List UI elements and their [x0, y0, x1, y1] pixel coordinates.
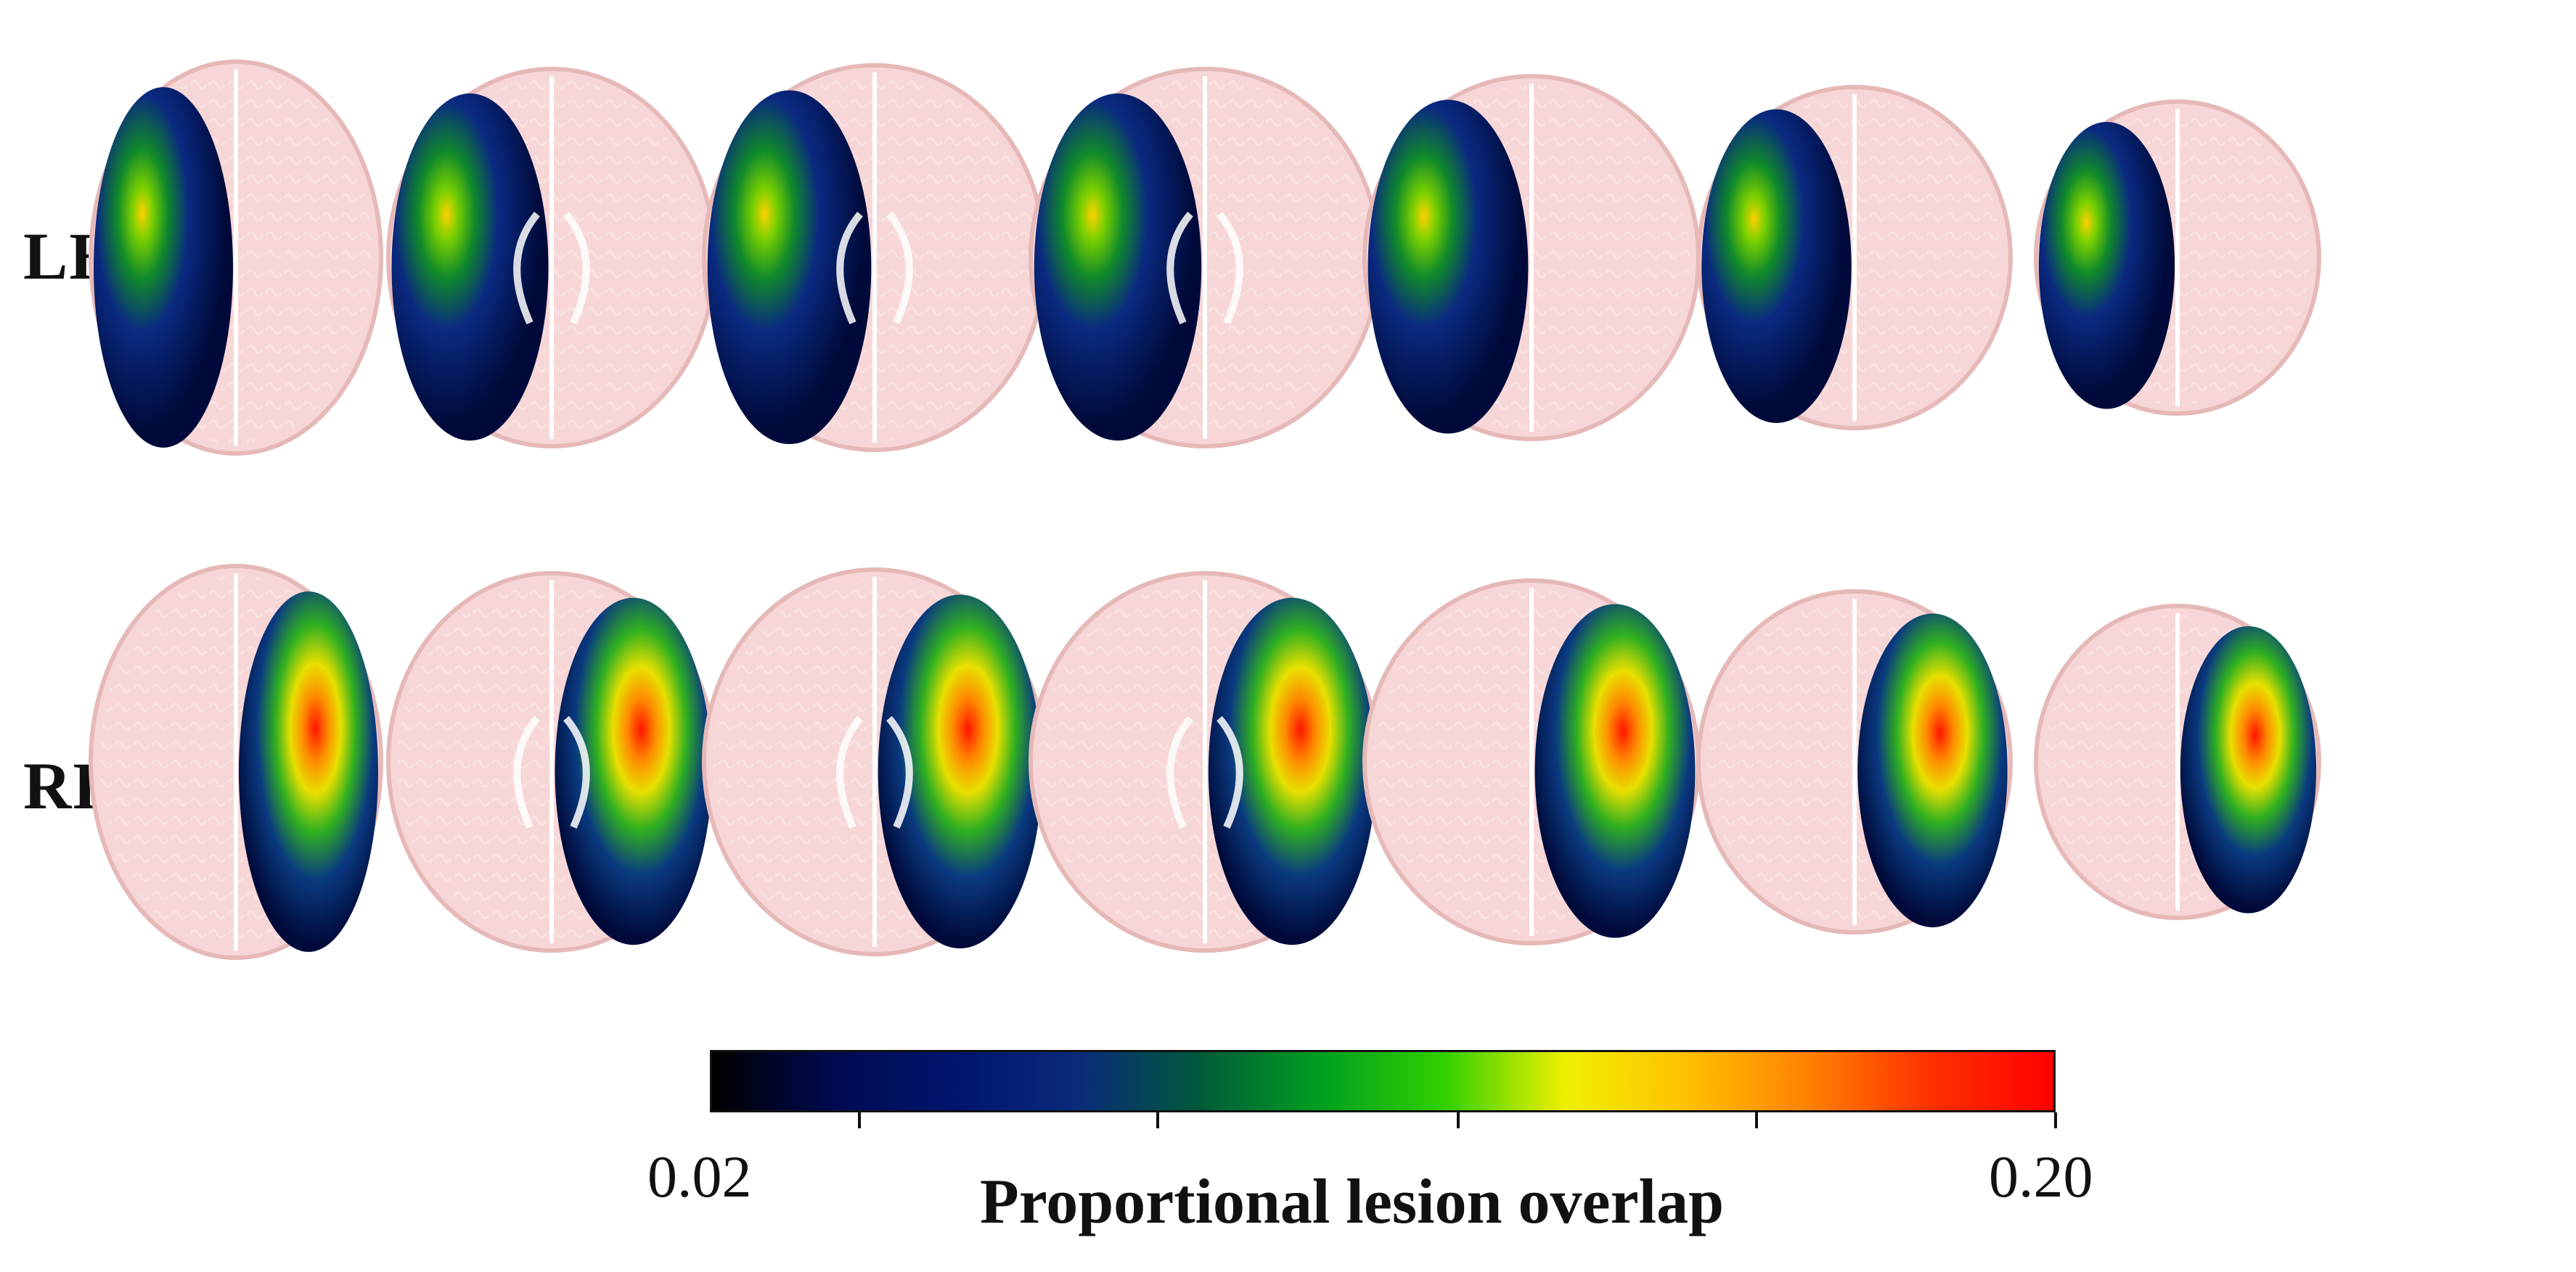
lesion-overlay: [1701, 109, 1852, 423]
brain-slice-lh-5: [1362, 74, 1701, 441]
ventricle: [1166, 211, 1243, 325]
lesion-overlay: [555, 597, 712, 945]
lesion-overlay: [707, 90, 872, 445]
colorbar-tick: [1456, 1112, 1460, 1128]
lesion-overlay: [1208, 597, 1376, 945]
lesion-overlay: [878, 594, 1042, 949]
brain-slice-rh-7: [2034, 604, 2321, 920]
colorbar-title: Proportional lesion overlap: [980, 1167, 1725, 1237]
colorbar-tick: [1156, 1112, 1160, 1128]
brain-slice-lh-3: [702, 63, 1047, 452]
lesion-overlay: [1034, 93, 1202, 441]
lesion-overlay: [1367, 99, 1529, 434]
ventricle: [513, 715, 590, 829]
lesion-overlay: [2180, 626, 2317, 914]
ventricle: [1166, 715, 1243, 829]
lesion-overlay: [1534, 604, 1696, 938]
brain-slice-rh-5: [1362, 578, 1701, 945]
brain-slice-rh-2: [386, 571, 717, 953]
colorbar-max-label: 0.20: [1989, 1144, 2093, 1210]
ventricle: [513, 211, 590, 325]
colorbar-tick: [857, 1112, 861, 1128]
lesion-overlay: [2038, 122, 2175, 409]
brain-slice-rh-1: [89, 564, 383, 960]
lesion-overlay: [94, 87, 233, 448]
colorbar: [710, 1050, 2057, 1128]
brain-slice-lh-6: [1696, 85, 2013, 430]
brain-slice-rh-4: [1029, 571, 1381, 953]
ventricle: [836, 211, 913, 325]
brain-slice-lh-2: [386, 67, 717, 448]
brain-slice-lh-7: [2034, 99, 2321, 416]
brain-slice-lh-4: [1029, 67, 1381, 448]
brain-slice-rh-3: [702, 567, 1047, 956]
brain-slice-lh-1: [89, 60, 383, 456]
colorbar-gradient: [710, 1050, 2056, 1112]
colorbar-min-label: 0.02: [647, 1144, 752, 1210]
colorbar-tick: [1755, 1112, 1759, 1128]
brain-slices-figure: [89, 60, 2321, 960]
lesion-overlay: [239, 591, 378, 952]
ventricle: [836, 715, 913, 829]
lesion-overlay: [391, 93, 549, 441]
lesion-overlay: [1857, 613, 2008, 927]
brain-slice-rh-6: [1696, 589, 2013, 935]
colorbar-tick: [2054, 1112, 2057, 1128]
